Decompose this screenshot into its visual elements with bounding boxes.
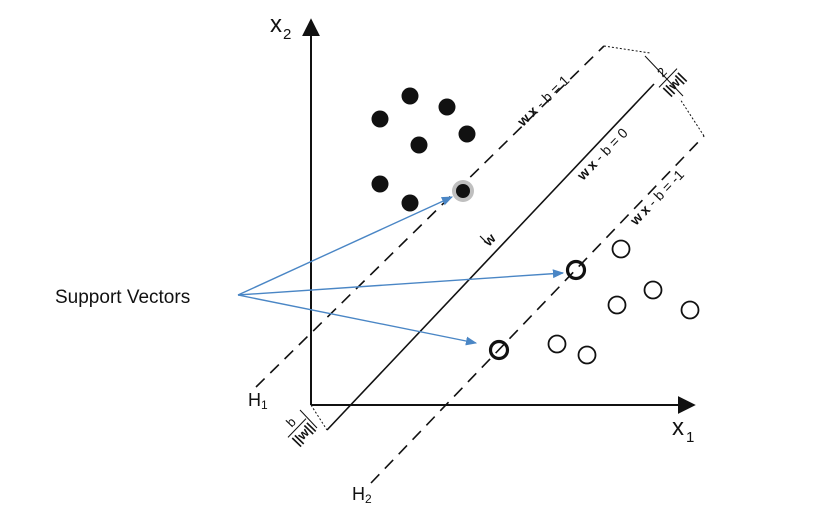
svg-text:b: b [283, 414, 299, 430]
normal-vector-label: w [479, 230, 499, 250]
class-b-point [607, 295, 627, 315]
h2-label: H2 [352, 484, 372, 506]
class-b-point [577, 345, 597, 365]
equation-lower: wx - b = -1 [626, 166, 687, 229]
equation-middle: wx - b = 0 [573, 125, 631, 184]
class-a-point [371, 175, 389, 193]
support-vectors-label: Support Vectors [55, 287, 190, 308]
class-a-point [371, 110, 389, 128]
margin-fraction: 2 ||w|| [654, 64, 688, 98]
equation-upper: wx - b = 1 [513, 72, 572, 130]
offset-bracket [299, 409, 318, 429]
class-b-point [547, 334, 567, 354]
offset-fraction: b ||w|| [283, 414, 317, 448]
margin-guide-right [679, 98, 705, 137]
hyperplane-h1 [255, 45, 605, 388]
support-vector-arrow [237, 269, 565, 296]
svg-text:2: 2 [654, 64, 670, 80]
hyperplane-h2 [370, 135, 705, 484]
decision-boundary [326, 83, 655, 431]
margin-bracket [644, 55, 684, 97]
normal-vector-tick [479, 235, 489, 245]
class-b-point [680, 300, 700, 320]
class-b-point [611, 239, 631, 259]
class-a-point [438, 98, 456, 116]
class-a-point [410, 136, 428, 154]
class-b-point [643, 280, 663, 300]
class-a-point [458, 125, 476, 143]
support-vector-class-b [488, 339, 510, 361]
support-vector-arrow [237, 196, 454, 296]
class-a-point [401, 87, 419, 105]
h1-label: H1 [248, 390, 268, 412]
offset-guide [310, 404, 328, 431]
class-a-point [401, 194, 419, 212]
support-vector-class-b [565, 259, 587, 281]
y-axis-label: x2 [270, 11, 291, 43]
support-vector-class-a [456, 184, 470, 198]
support-vector-arrow [237, 294, 478, 346]
margin-guide-left [603, 45, 651, 54]
